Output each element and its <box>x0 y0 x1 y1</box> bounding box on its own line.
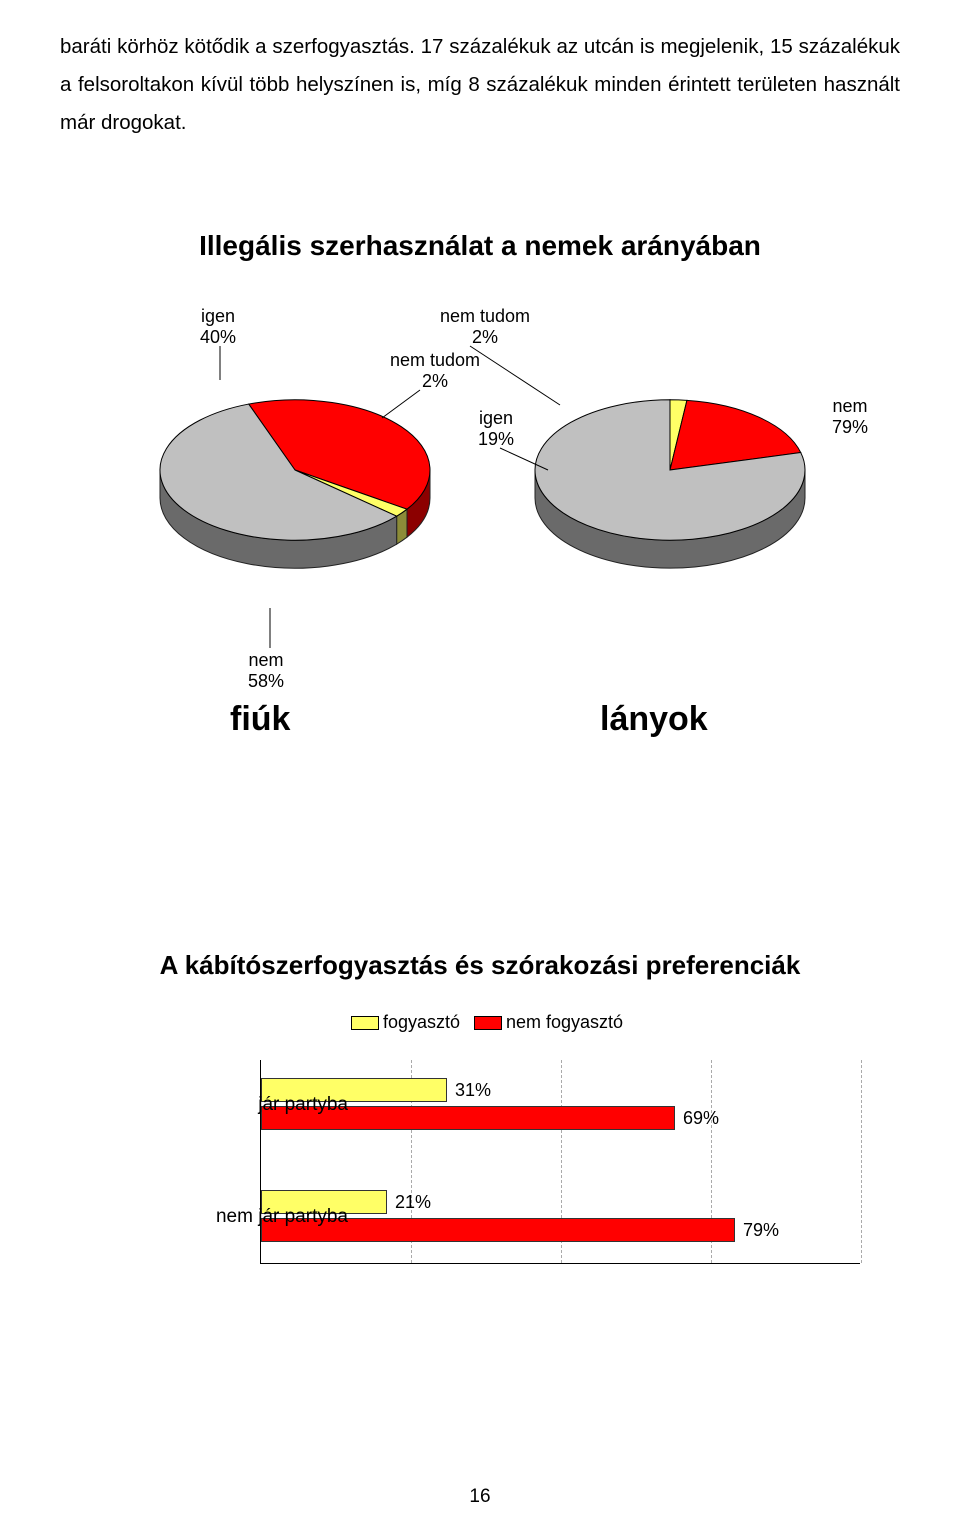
bar-value-label: 31% <box>455 1080 491 1101</box>
pie-slice <box>670 400 801 470</box>
pie-slice <box>160 404 397 540</box>
pie-slice <box>249 400 430 509</box>
pie-slice-label: igen40% <box>200 306 236 347</box>
intro-paragraph: baráti körhöz kötődik a szerfogyasztás. … <box>60 28 900 142</box>
bar-value-label: 69% <box>683 1108 719 1129</box>
pie-slice-label: nem tudom2% <box>390 350 480 391</box>
bar-value-label: 21% <box>395 1192 431 1213</box>
pie-slice-label: nem tudom2% <box>440 306 530 347</box>
legend-swatch <box>474 1016 502 1030</box>
pie-slice-label: nem58% <box>248 650 284 691</box>
pie-slice-label: igen19% <box>478 408 514 449</box>
bar-chart: 31% 69% 21% 79% <box>260 1060 860 1264</box>
chart2-legend: fogyasztó nem fogyasztó <box>0 1012 960 1033</box>
pie-slice <box>535 400 805 540</box>
page-number: 16 <box>0 1486 960 1508</box>
bar-category-label: jár partyba <box>148 1094 348 1116</box>
pie-group-label: fiúk <box>230 700 290 739</box>
bar-plot-area: 31% 69% 21% 79% <box>260 1060 860 1264</box>
bar-value-label: 79% <box>743 1220 779 1241</box>
gridline <box>861 1060 862 1263</box>
legend-label: nem fogyasztó <box>506 1012 623 1032</box>
pie-slice <box>295 470 407 516</box>
bar-category-label: nem jár partyba <box>148 1206 348 1228</box>
chart2-title: A kábítószerfogyasztás és szórakozási pr… <box>0 950 960 981</box>
pie-slice <box>670 400 687 470</box>
chart1-title: Illegális szerhasználat a nemek arányába… <box>0 230 960 262</box>
legend-label: fogyasztó <box>383 1012 460 1032</box>
legend-swatch <box>351 1016 379 1030</box>
pie-group-label: lányok <box>600 700 708 739</box>
pie-slice-label: nem79% <box>832 396 868 437</box>
